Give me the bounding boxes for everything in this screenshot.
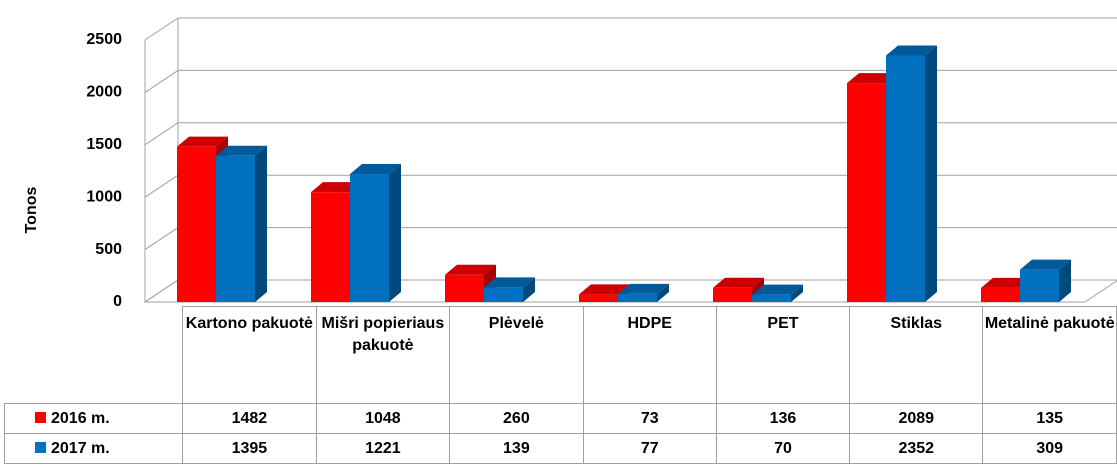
bar-top — [981, 277, 1032, 288]
category-label: Plėvelė — [449, 306, 584, 404]
bar-top — [484, 277, 535, 288]
legend-cell: 2017 m. — [3, 433, 184, 464]
value-cell: 1221 — [315, 433, 451, 464]
data-table: Kartono pakuotė Mišri popieriaus pakuotė P… — [3, 306, 1117, 464]
value-cell: 309 — [982, 433, 1117, 464]
grid-line-side — [144, 227, 179, 251]
bar-side — [657, 283, 669, 302]
bar — [445, 274, 484, 302]
chart: Tonos 0 500 1000 1500 2000 2500 — [23, 17, 1117, 306]
legend-cell: 2016 m. — [3, 403, 184, 434]
value-cell: 1482 — [182, 403, 317, 434]
table-row: 2017 m. 1395 1221 139 77 70 2352 309 — [3, 433, 1117, 464]
value-cell: 73 — [582, 403, 717, 434]
table-row: 2016 m. 1482 1048 260 73 136 2089 135 — [3, 403, 1117, 434]
bar-side — [925, 45, 937, 302]
value-cell: 136 — [715, 403, 851, 434]
bar — [981, 287, 1020, 302]
bar-top — [177, 136, 228, 147]
legend-swatch — [35, 441, 46, 453]
bar — [484, 287, 523, 302]
legend-swatch — [35, 411, 46, 423]
grid-line-side — [144, 122, 179, 146]
grid-line-side — [144, 279, 179, 303]
value-cell: 260 — [449, 403, 584, 434]
bar-top — [1020, 259, 1071, 270]
category-label: PET — [715, 306, 851, 404]
bar-top — [618, 283, 669, 294]
y-axis-title: Tonos — [23, 187, 40, 234]
bar-top — [579, 284, 630, 295]
category-label: Metalinė pakuotė — [982, 306, 1117, 404]
bar — [579, 294, 618, 302]
bar-side — [389, 164, 401, 302]
bar-side — [255, 145, 267, 302]
bar — [350, 174, 389, 302]
bar-side — [791, 284, 803, 302]
bar — [847, 83, 886, 302]
bar-top — [752, 284, 803, 295]
category-label: Mišri popieriaus pakuotė — [315, 306, 451, 404]
bar-side — [1059, 259, 1071, 302]
bar-top — [886, 45, 937, 56]
bar — [752, 294, 791, 302]
bar-side — [523, 277, 535, 302]
value-cell: 2089 — [849, 403, 984, 434]
y-tick-label: 1500 — [86, 136, 122, 153]
value-cell: 135 — [982, 403, 1117, 434]
grid-line-side — [144, 174, 179, 198]
y-tick-label: 500 — [95, 241, 122, 258]
value-cell: 1395 — [182, 433, 317, 464]
bar — [1020, 269, 1059, 302]
bar-top — [847, 73, 898, 84]
bar — [713, 287, 752, 302]
legend-label: 2016 m. — [51, 409, 110, 427]
bar — [177, 146, 216, 302]
y-tick-label: 1000 — [86, 188, 122, 205]
category-label: Kartono pakuotė — [182, 306, 317, 404]
table-header-row: Kartono pakuotė Mišri popieriaus pakuotė P… — [4, 306, 1117, 404]
bar — [311, 192, 350, 302]
grid-line-side — [144, 17, 179, 41]
bar — [886, 55, 925, 302]
bar-top — [311, 182, 362, 193]
value-cell: 77 — [582, 433, 717, 464]
y-tick-label: 2000 — [86, 84, 122, 101]
bar — [216, 155, 255, 302]
bar-top — [216, 145, 267, 156]
value-cell: 139 — [449, 433, 584, 464]
bar-top — [713, 277, 764, 288]
category-label: HDPE — [582, 306, 717, 404]
bar-top — [445, 264, 496, 275]
y-tick-label: 0 — [113, 293, 122, 306]
value-cell: 1048 — [315, 403, 451, 434]
category-label: Stiklas — [849, 306, 984, 404]
grid-line-side — [144, 69, 179, 93]
value-cell: 70 — [715, 433, 851, 464]
bar-top — [350, 164, 401, 175]
value-cell: 2352 — [849, 433, 984, 464]
blank-cell — [4, 306, 184, 404]
y-tick-label: 2500 — [86, 31, 122, 48]
legend-label: 2017 m. — [51, 439, 110, 457]
bar — [618, 293, 657, 302]
